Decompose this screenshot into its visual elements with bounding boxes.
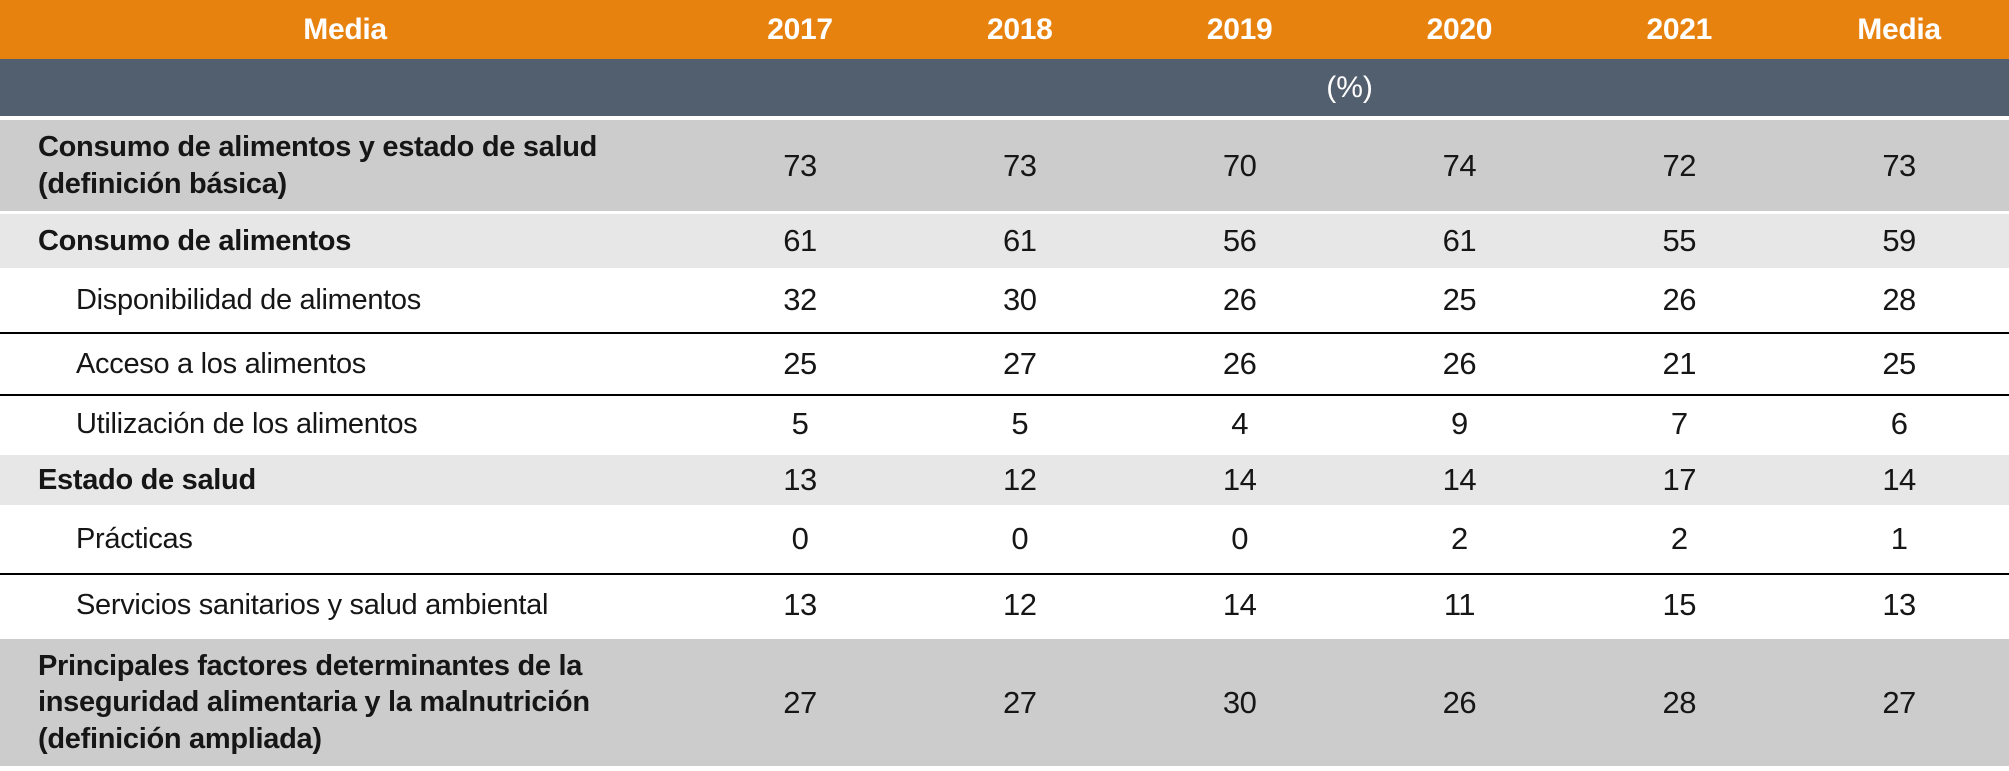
table-row: Principales factores determinantes de la…: [0, 635, 2009, 766]
table-row: Estado de salud 13 12 14 14 17 14: [0, 452, 2009, 505]
cell-value: 26: [1349, 332, 1570, 395]
cell-value: 56: [1129, 211, 1350, 268]
cell-value: 27: [909, 635, 1130, 766]
row-label: Consumo de alimentos: [0, 211, 691, 268]
cell-value: 13: [690, 573, 910, 637]
row-label: Estado de salud: [0, 452, 691, 505]
cell-value: 27: [909, 332, 1130, 395]
cell-value: 9: [1349, 394, 1570, 454]
row-label: Principales factores determinantes de la…: [0, 635, 691, 766]
cell-value: 6: [1789, 394, 2009, 454]
row-label: Consumo de alimentos y estado de salud (…: [0, 116, 691, 213]
cell-value: 73: [690, 116, 910, 213]
cell-value: 25: [1349, 268, 1570, 333]
table-row: Servicios sanitarios y salud ambiental 13…: [0, 573, 2009, 637]
table-row: Consumo de alimentos 61 61 56 61 55 59: [0, 211, 2009, 268]
cell-value: 26: [1349, 635, 1570, 766]
cell-value: 2: [1349, 505, 1570, 574]
cell-value: 1: [1789, 505, 2009, 574]
table-row: Utilización de los alimentos 5 5 4 9 7 6: [0, 394, 2009, 454]
cell-value: 2: [1569, 505, 1790, 574]
cell-value: 26: [1129, 268, 1350, 333]
cell-value: 12: [909, 573, 1130, 637]
cell-value: 14: [1129, 452, 1350, 505]
cell-value: 70: [1129, 116, 1350, 213]
column-header-2018: 2018: [909, 0, 1130, 59]
cell-value: 59: [1789, 211, 2009, 268]
cell-value: 7: [1569, 394, 1790, 454]
cell-value: 74: [1349, 116, 1570, 213]
cell-value: 27: [690, 635, 910, 766]
cell-value: 14: [1789, 452, 2009, 505]
column-header-media-left: Media: [0, 0, 691, 59]
table-header-row: Media 2017 2018 2019 2020 2021 Media: [0, 0, 2009, 59]
cell-value: 25: [690, 332, 910, 395]
cell-value: 26: [1129, 332, 1350, 395]
row-label: Disponibilidad de alimentos: [0, 268, 691, 333]
cell-value: 73: [1789, 116, 2009, 213]
cell-value: 0: [909, 505, 1130, 574]
cell-value: 30: [1129, 635, 1350, 766]
row-label: Utilización de los alimentos: [0, 394, 691, 454]
table-header: Media 2017 2018 2019 2020 2021 Media (%): [0, 0, 2009, 118]
cell-value: 0: [690, 505, 910, 574]
cell-value: 11: [1349, 573, 1570, 637]
cell-value: 13: [1789, 573, 2009, 637]
row-label: Acceso a los alimentos: [0, 332, 691, 395]
cell-value: 15: [1569, 573, 1790, 637]
table-body: Consumo de alimentos y estado de salud (…: [0, 116, 2009, 766]
cell-value: 25: [1789, 332, 2009, 395]
cell-value: 14: [1129, 573, 1350, 637]
cell-value: 21: [1569, 332, 1790, 395]
unit-label: (%): [690, 59, 2009, 118]
column-header-2021: 2021: [1569, 0, 1790, 59]
cell-value: 12: [909, 452, 1130, 505]
table-row: Prácticas 0 0 0 2 2 1: [0, 505, 2009, 574]
cell-value: 30: [909, 268, 1130, 333]
column-header-2019: 2019: [1129, 0, 1350, 59]
cell-value: 32: [690, 268, 910, 333]
cell-value: 26: [1569, 268, 1790, 333]
cell-value: 0: [1129, 505, 1350, 574]
cell-value: 28: [1569, 635, 1790, 766]
cell-value: 27: [1789, 635, 2009, 766]
unit-row: (%): [0, 59, 2009, 118]
cell-value: 17: [1569, 452, 1790, 505]
cell-value: 5: [909, 394, 1130, 454]
column-header-2020: 2020: [1349, 0, 1570, 59]
cell-value: 13: [690, 452, 910, 505]
cell-value: 4: [1129, 394, 1350, 454]
cell-value: 5: [690, 394, 910, 454]
cell-value: 14: [1349, 452, 1570, 505]
cell-value: 55: [1569, 211, 1790, 268]
cell-value: 73: [909, 116, 1130, 213]
cell-value: 61: [1349, 211, 1570, 268]
table-row: Acceso a los alimentos 25 27 26 26 21 25: [0, 332, 2009, 395]
column-header-2017: 2017: [690, 0, 910, 59]
row-label: Servicios sanitarios y salud ambiental: [0, 573, 691, 637]
table-row: Disponibilidad de alimentos 32 30 26 25 26 28: [0, 268, 2009, 333]
column-header-media-right: Media: [1789, 0, 2009, 59]
table-row: Consumo de alimentos y estado de salud (…: [0, 116, 2009, 213]
row-label: Prácticas: [0, 505, 691, 574]
cell-value: 61: [909, 211, 1130, 268]
unit-row-spacer: [0, 59, 691, 118]
cell-value: 28: [1789, 268, 2009, 333]
cell-value: 72: [1569, 116, 1790, 213]
cell-value: 61: [690, 211, 910, 268]
